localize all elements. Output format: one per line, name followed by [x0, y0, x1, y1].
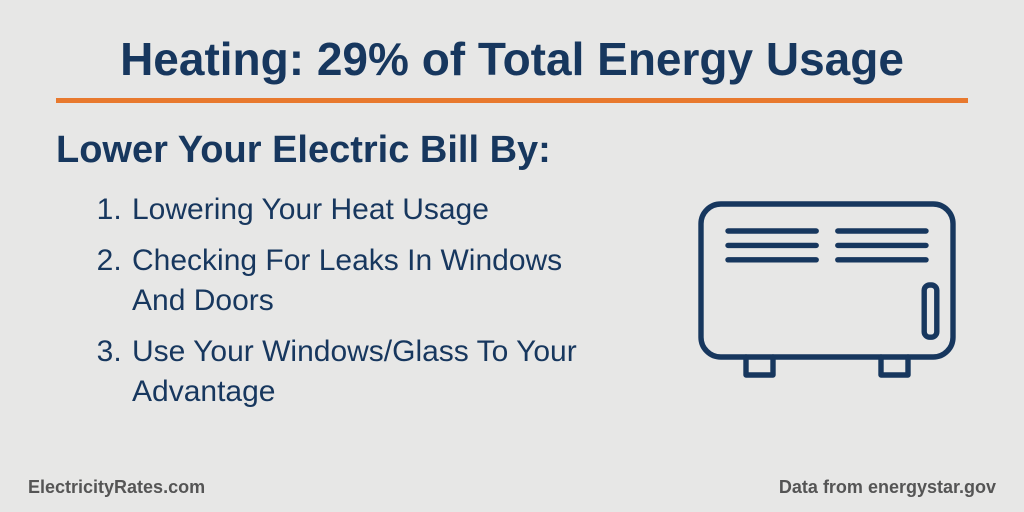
footer-left: ElectricityRates.com — [28, 477, 205, 498]
subtitle: Lower Your Electric Bill By: — [56, 129, 968, 172]
title-underline — [56, 98, 968, 103]
main-title: Heating: 29% of Total Energy Usage — [56, 32, 968, 86]
tips-list-wrap: Lowering Your Heat Usage Checking For Le… — [56, 190, 616, 423]
icon-wrap — [616, 190, 968, 394]
tip-item: Checking For Leaks In Windows And Doors — [130, 241, 616, 322]
content-row: Lowering Your Heat Usage Checking For Le… — [56, 190, 968, 423]
heater-icon — [692, 194, 962, 394]
tip-item: Use Your Windows/Glass To Your Advantage — [130, 332, 616, 413]
tips-list: Lowering Your Heat Usage Checking For Le… — [56, 190, 616, 413]
footer-right: Data from energystar.gov — [779, 477, 996, 498]
infographic-canvas: Heating: 29% of Total Energy Usage Lower… — [0, 0, 1024, 512]
tip-item: Lowering Your Heat Usage — [130, 190, 616, 231]
footer: ElectricityRates.com Data from energysta… — [0, 477, 1024, 498]
